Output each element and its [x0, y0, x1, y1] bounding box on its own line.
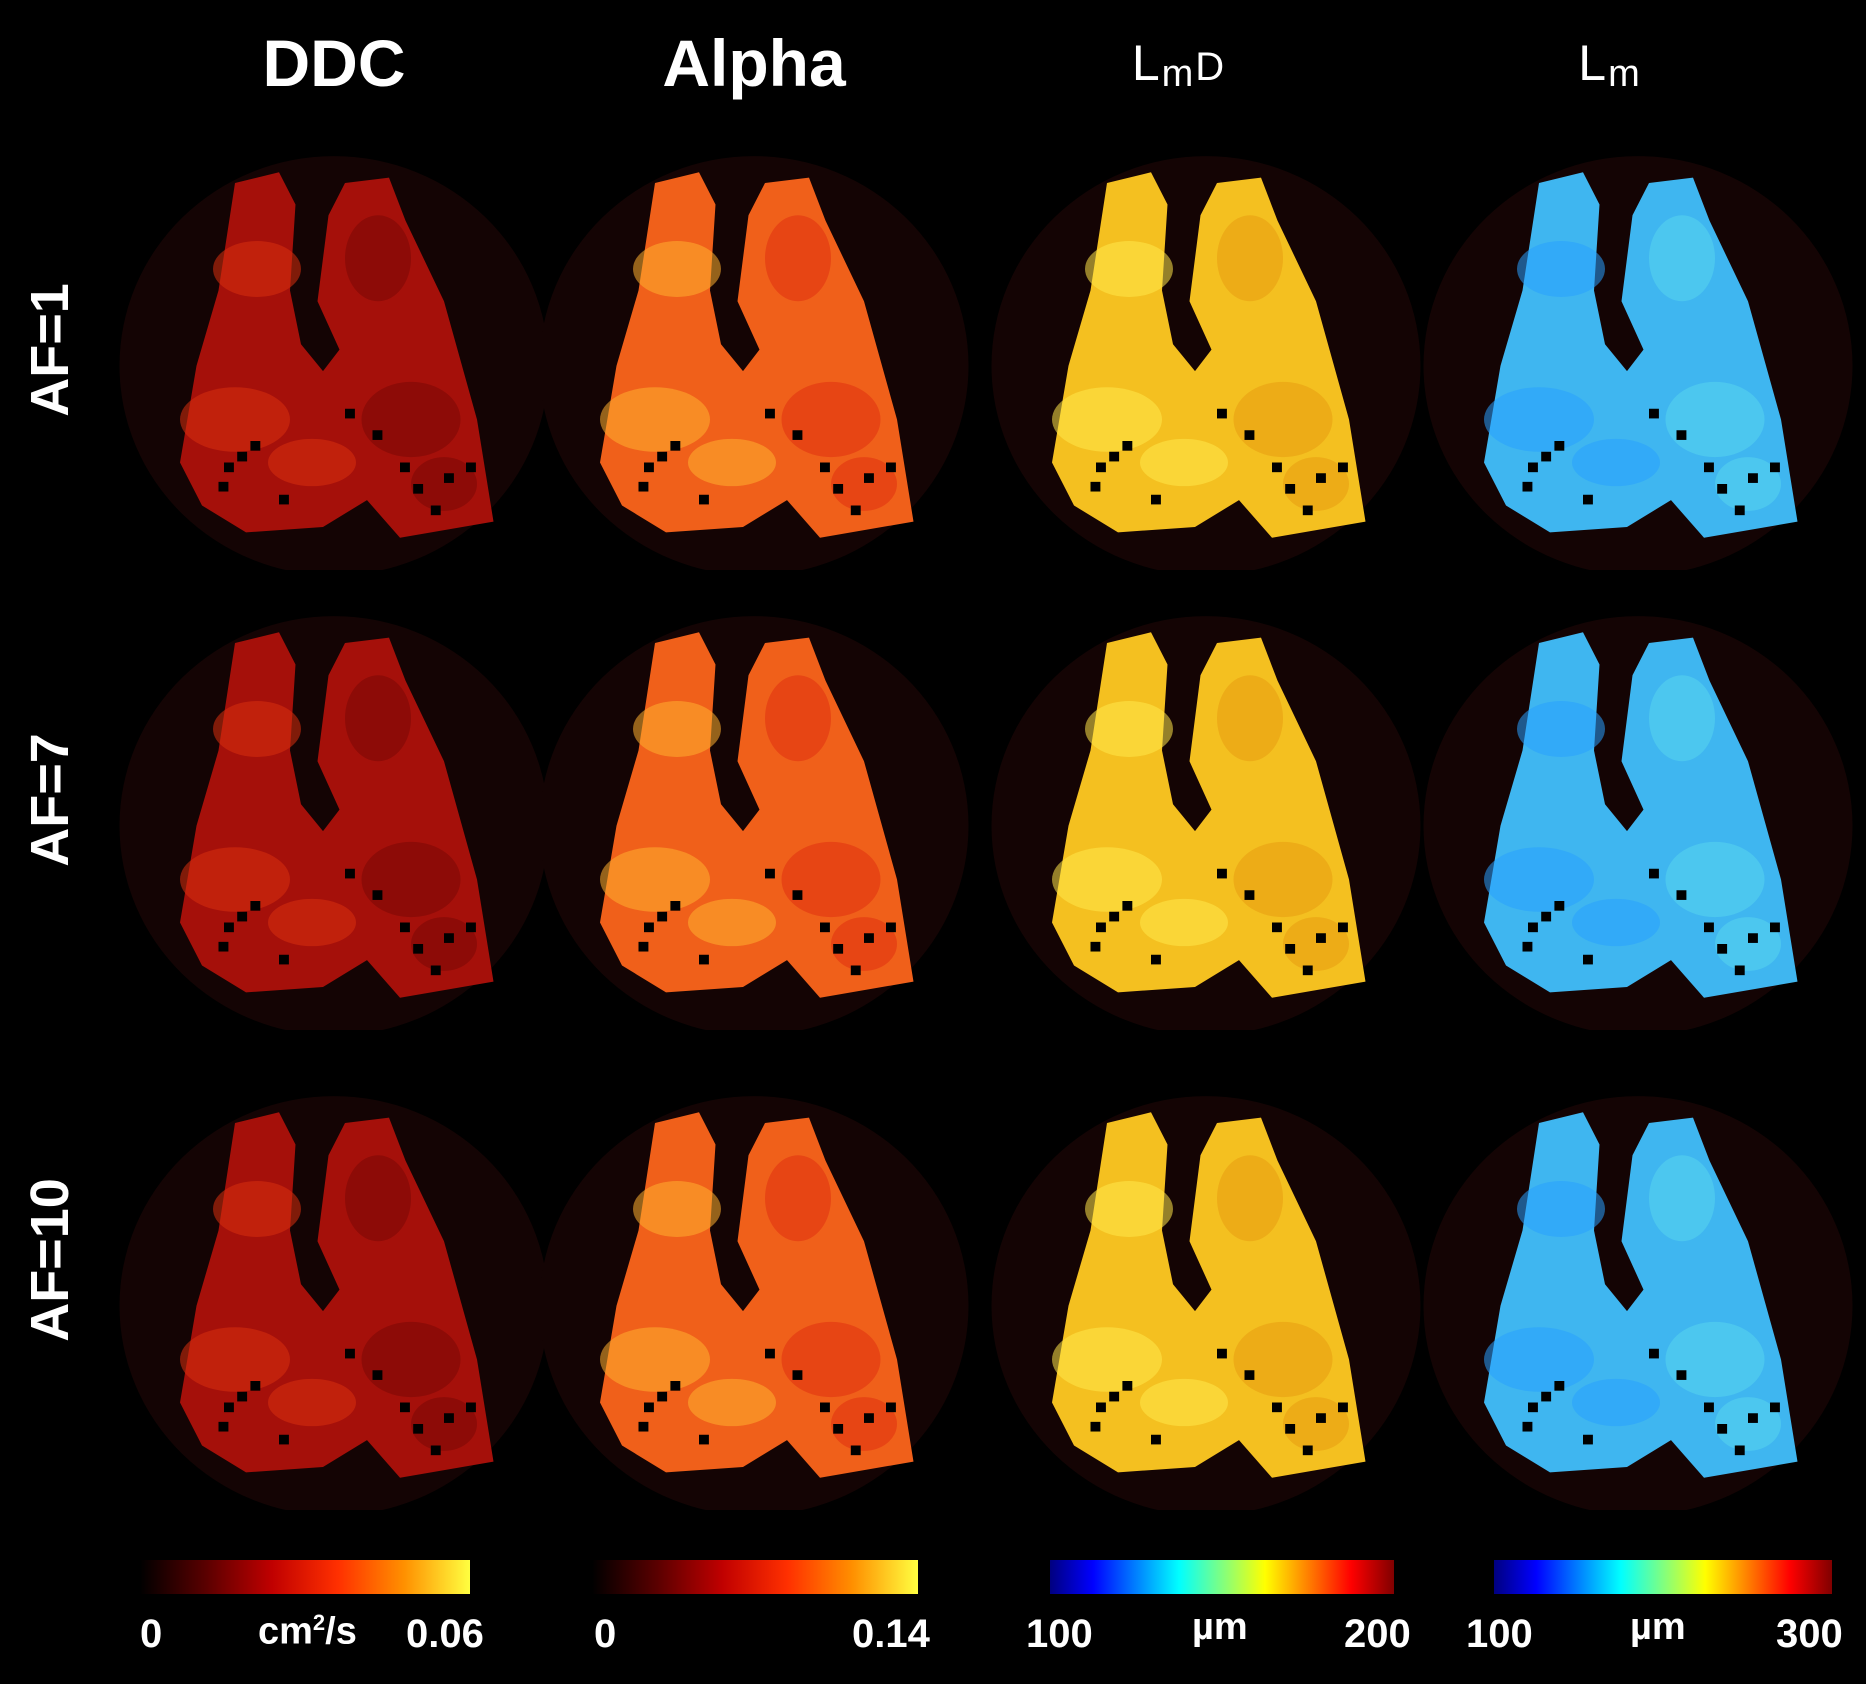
colorbar-lm [1494, 1560, 1832, 1594]
colorbar-lm-min: 100 [1466, 1612, 1533, 1656]
lung-map-lmd-row2 [986, 600, 1426, 1030]
colorbar-alpha-min: 0 [594, 1612, 617, 1656]
row-label-af10: AF=10 [20, 1178, 80, 1342]
lung-map-lmd-row3 [986, 1080, 1426, 1510]
colorbar-alpha [592, 1560, 918, 1594]
row-label-af7: AF=7 [20, 733, 80, 867]
column-title-lm: Lm [1578, 35, 1640, 95]
lung-map-lm-row1 [1418, 140, 1858, 570]
colorbar-lmd-unit: µm [1192, 1606, 1248, 1648]
colorbar-ddc-min: 0 [140, 1612, 163, 1656]
column-title-ddc: DDC [262, 26, 406, 100]
row-label-af1: AF=1 [20, 283, 80, 417]
lung-map-alpha-row1 [534, 140, 974, 570]
colorbar-lm-unit: µm [1630, 1606, 1686, 1648]
lung-map-ddc-row3 [114, 1080, 554, 1510]
colorbar-lmd [1050, 1560, 1394, 1594]
lung-map-lm-row2 [1418, 600, 1858, 1030]
colorbar-ddc-max: 0.06 [406, 1612, 484, 1656]
column-title-lmd: LmD [1131, 35, 1225, 95]
colorbar-lmd-max: 200 [1344, 1612, 1411, 1656]
lung-map-ddc-row2 [114, 600, 554, 1030]
lung-map-ddc-row1 [114, 140, 554, 570]
colorbar-lmd-min: 100 [1026, 1612, 1093, 1656]
lung-map-alpha-row2 [534, 600, 974, 1030]
column-title-alpha: Alpha [662, 26, 846, 100]
lung-map-lm-row3 [1418, 1080, 1858, 1510]
colorbar-lm-max: 300 [1776, 1612, 1843, 1656]
lung-map-alpha-row3 [534, 1080, 974, 1510]
colorbar-ddc-unit: cm2/s [258, 1610, 357, 1653]
lung-map-lmd-row1 [986, 140, 1426, 570]
colorbar-alpha-max: 0.14 [852, 1612, 930, 1656]
colorbar-ddc [140, 1560, 470, 1594]
